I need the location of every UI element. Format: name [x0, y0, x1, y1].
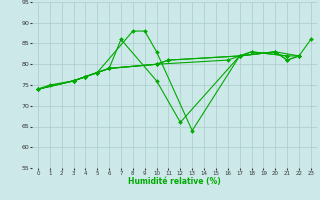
- X-axis label: Humidité relative (%): Humidité relative (%): [128, 177, 221, 186]
